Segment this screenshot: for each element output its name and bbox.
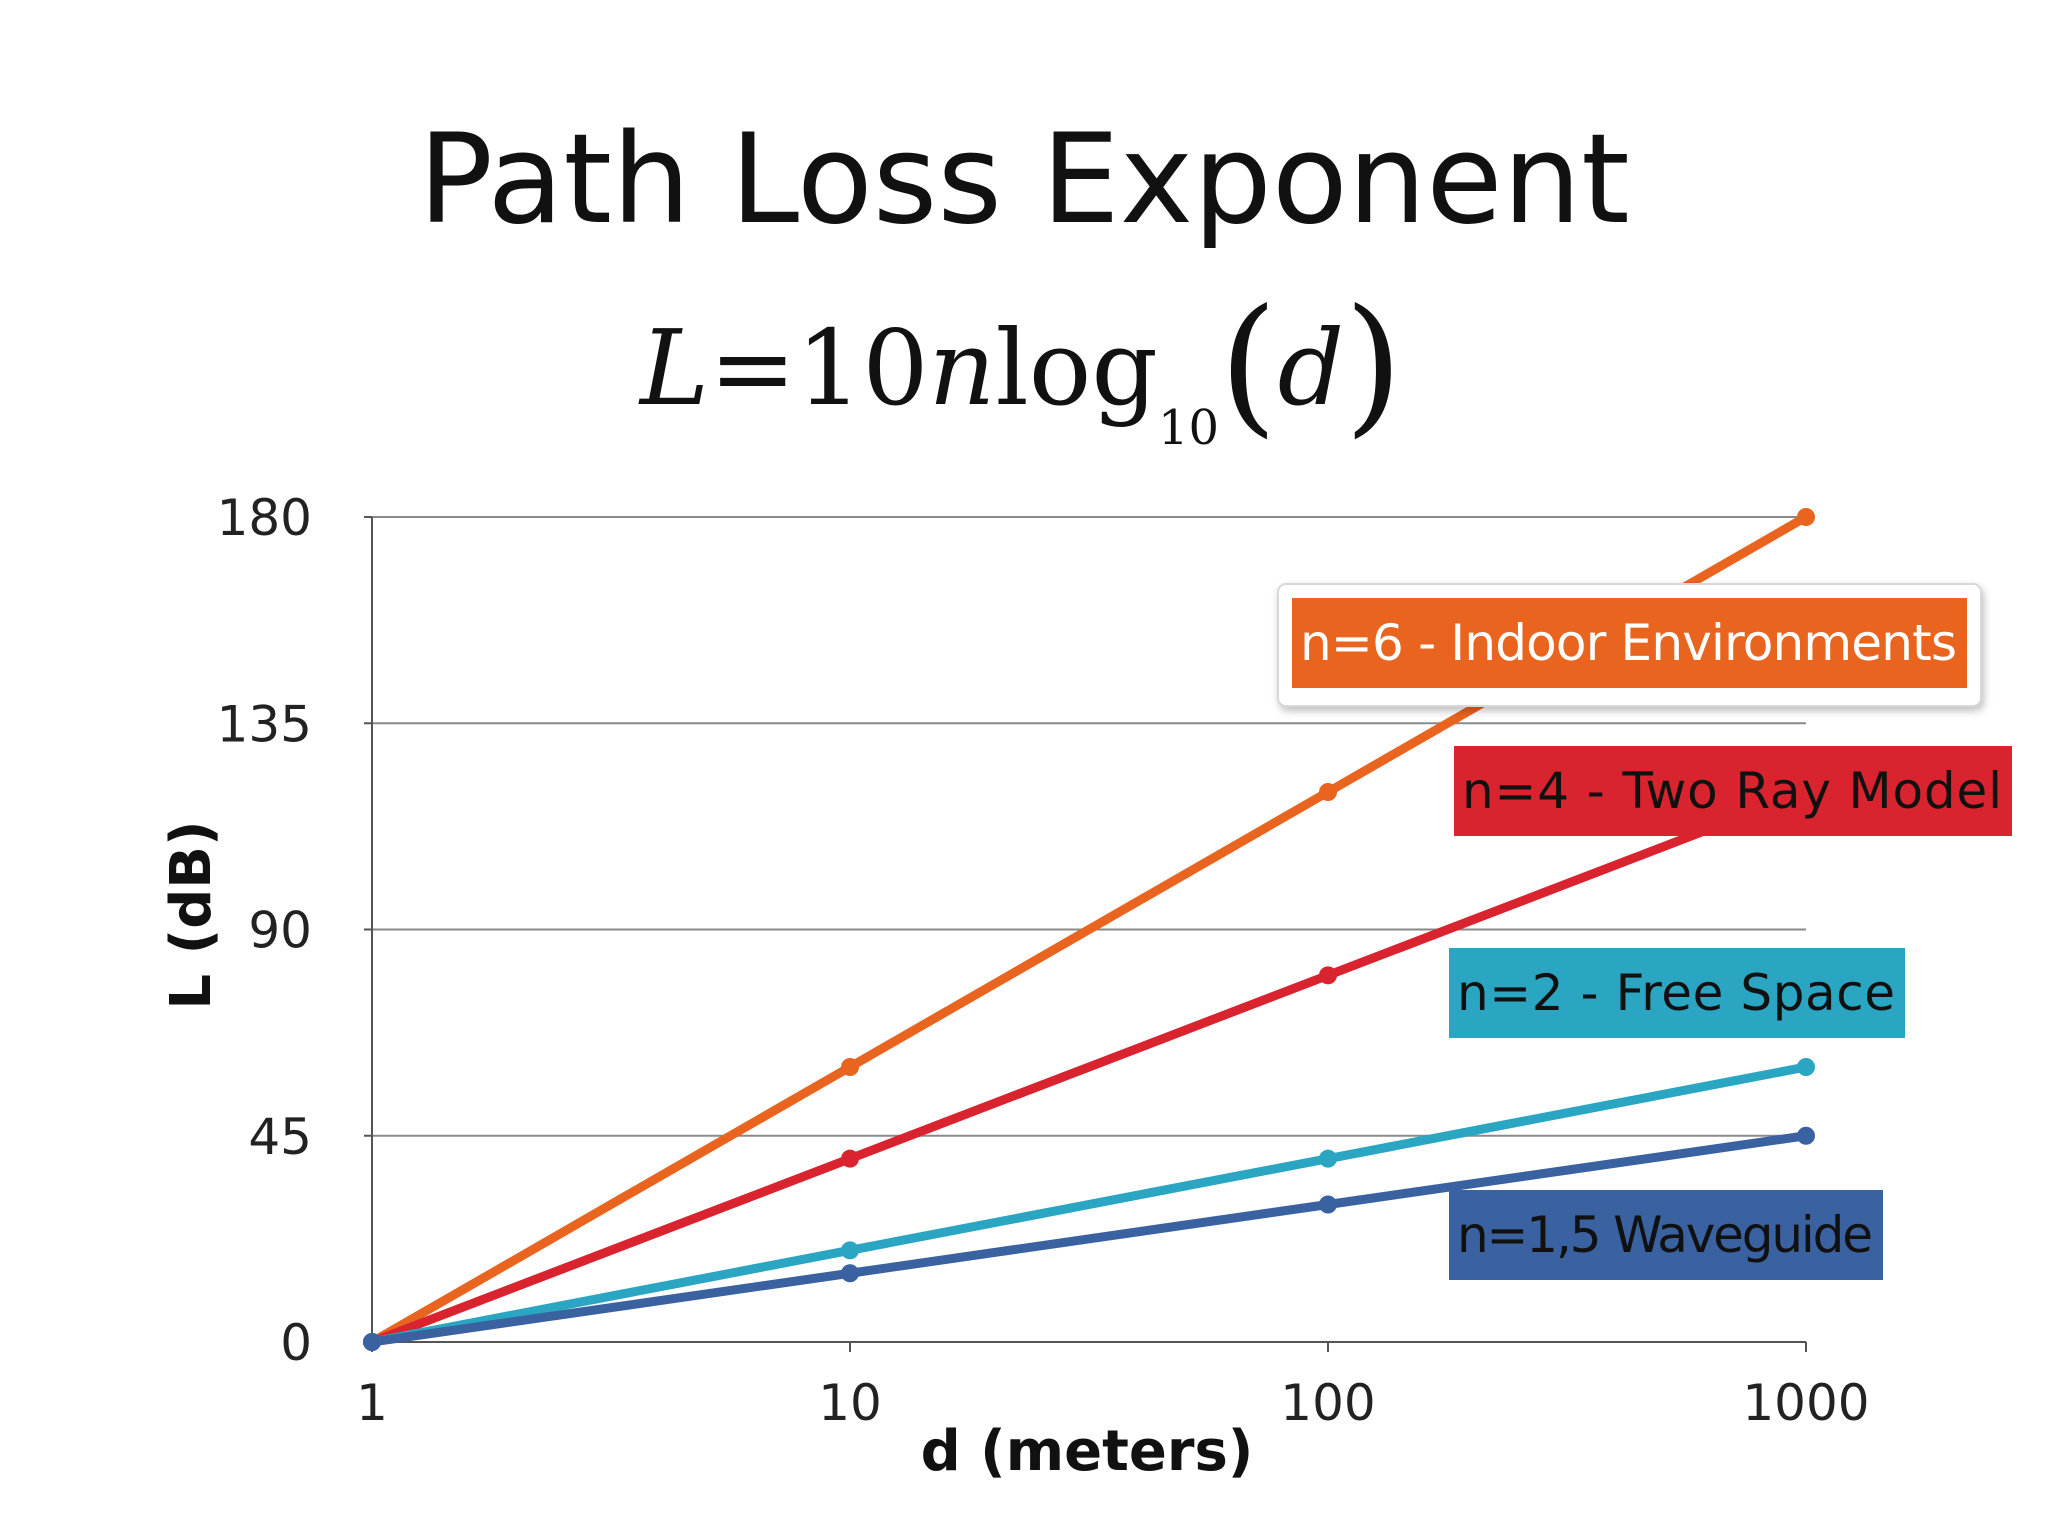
formula-log: log xyxy=(995,307,1158,429)
series-point xyxy=(1319,1149,1337,1168)
formula-lhs: L xyxy=(640,307,710,429)
series-label: n=1,5 Waveguide xyxy=(1457,1206,1873,1264)
grid-layer xyxy=(372,516,1806,1137)
series-label: n=6 - Indoor Environments xyxy=(1300,614,1957,672)
y-tick-label: 135 xyxy=(217,695,312,753)
series-point xyxy=(1319,783,1337,801)
series-point xyxy=(1797,1058,1815,1076)
path-loss-formula: L=10nlog10(d) xyxy=(640,290,1403,452)
x-axis-title: d (meters) xyxy=(921,1419,1254,1484)
series-point xyxy=(1797,508,1815,526)
series-point xyxy=(841,1058,859,1076)
series-label-box xyxy=(1449,1190,1883,1280)
series-point xyxy=(841,1149,859,1168)
x-tick-label: 1 xyxy=(356,1374,388,1432)
formula-open-paren: ( xyxy=(1219,278,1278,452)
formula-exponent-n: n xyxy=(928,307,996,429)
series-label-layer: n=6 - Indoor Environments n=4 - Two Ray M… xyxy=(1277,583,2012,1280)
series-label-box xyxy=(1449,948,1905,1038)
y-tick-label: 0 xyxy=(280,1314,312,1372)
series-label: n=4 - Two Ray Model xyxy=(1462,762,2002,820)
x-tick-label: 10 xyxy=(818,1374,882,1432)
series-label-box xyxy=(1454,746,2012,836)
formula-equals: = xyxy=(709,307,797,429)
series-line xyxy=(367,1131,1811,1347)
series-point xyxy=(841,1241,859,1260)
series-line xyxy=(367,787,1811,1347)
y-tick-label: 90 xyxy=(248,902,312,960)
series-point xyxy=(1797,1126,1815,1145)
formula-coefficient: 10 xyxy=(796,307,929,429)
y-axis-title: L (dB) xyxy=(159,820,224,1009)
series-line xyxy=(367,1062,1811,1347)
y-tick-label: 180 xyxy=(217,489,312,547)
axis-layer: 0 45 90 135 180 1 10 100 1000 xyxy=(217,489,1870,1432)
series-label-box xyxy=(1292,598,1967,688)
series-point xyxy=(1319,1195,1337,1214)
formula-log-base: 10 xyxy=(1157,400,1220,456)
series-label: n=2 - Free Space xyxy=(1457,964,1895,1022)
y-tick-label: 45 xyxy=(248,1108,312,1166)
series-point xyxy=(363,1333,381,1351)
series-point xyxy=(1319,966,1337,985)
formula-argument: d xyxy=(1277,307,1345,429)
series-point xyxy=(841,1264,859,1283)
formula-close-paren: ) xyxy=(1344,278,1403,452)
x-tick-label: 1000 xyxy=(1742,1374,1869,1432)
page-title: Path Loss Exponent xyxy=(418,108,1630,252)
x-tick-label: 100 xyxy=(1280,1374,1375,1432)
